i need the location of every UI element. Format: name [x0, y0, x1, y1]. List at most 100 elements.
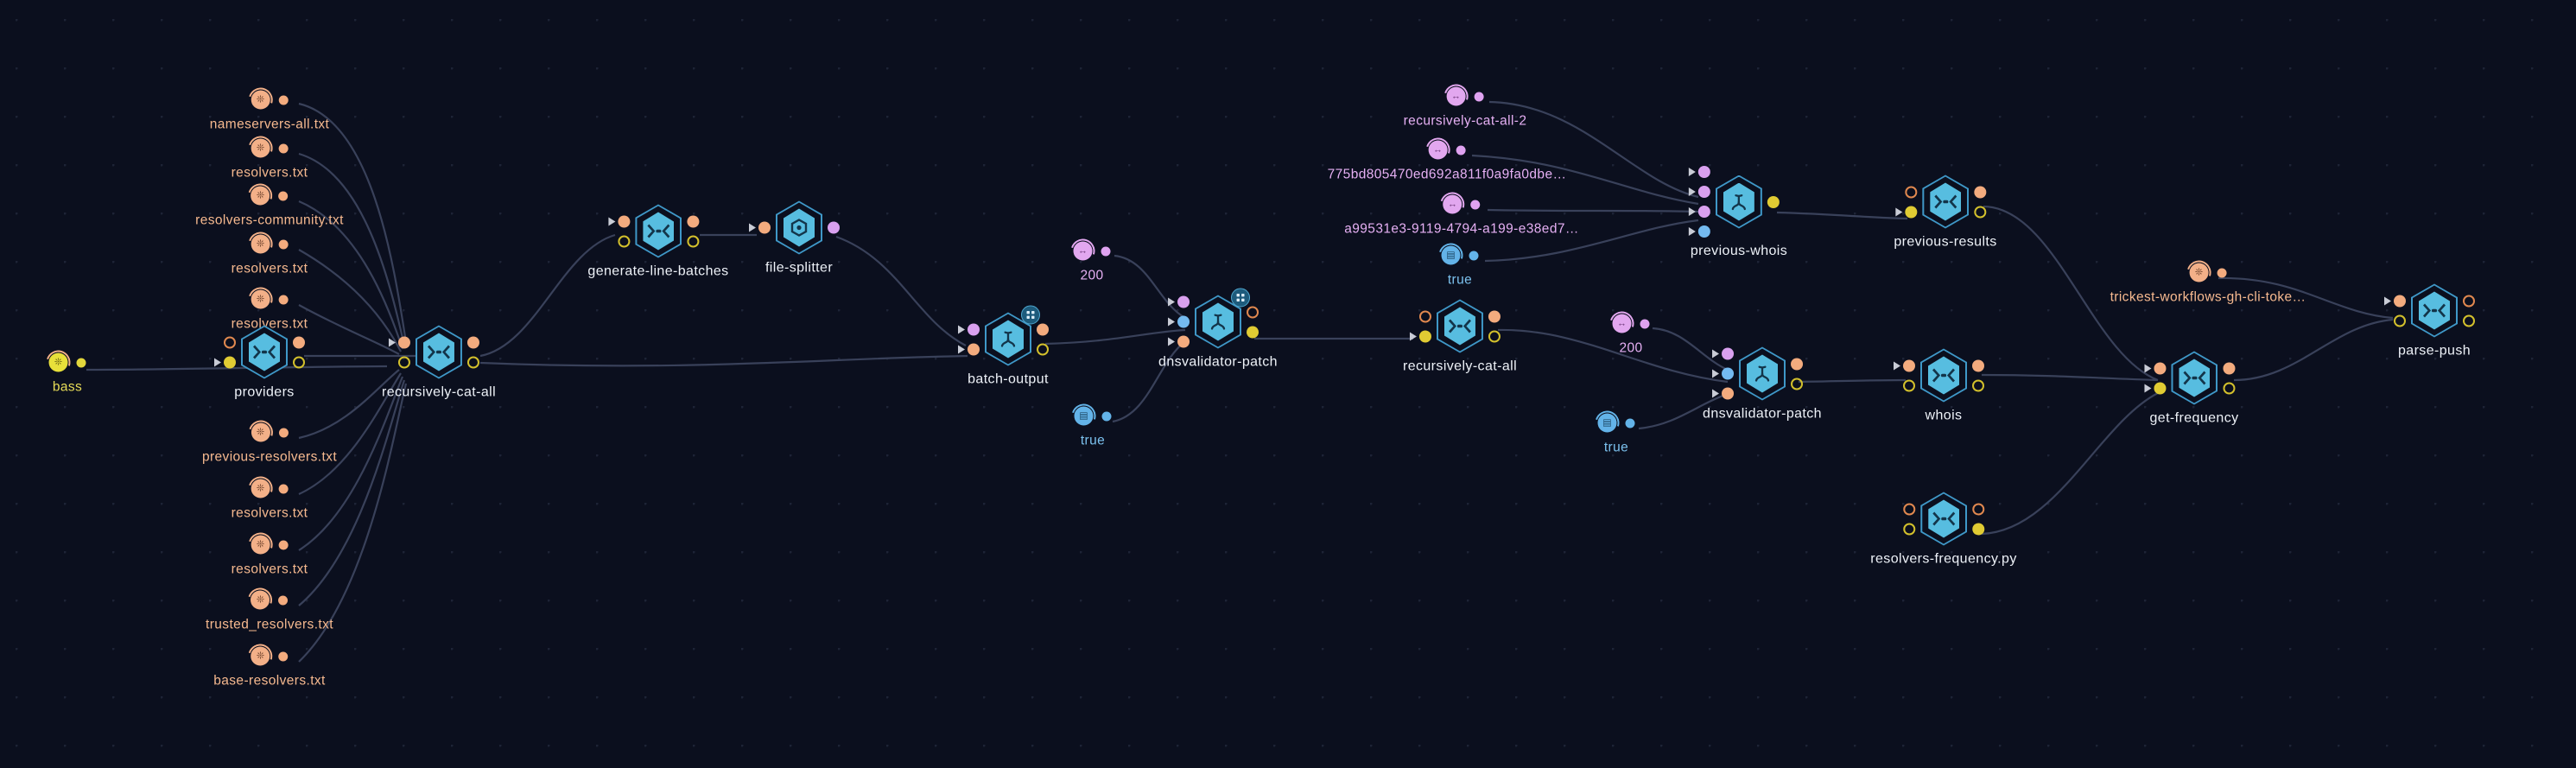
input-ports[interactable] [1905, 186, 1917, 218]
input-port-1[interactable] [758, 221, 771, 234]
output-port-2[interactable] [1974, 206, 1986, 218]
output-port-1[interactable] [828, 221, 840, 234]
output-port[interactable] [278, 651, 289, 661]
tool-node-dnsvalidator-patch-1[interactable]: dnsvalidator-patch [1158, 288, 1278, 371]
string-node-200-b[interactable]: ↔ 200 [1612, 313, 1650, 357]
input-port-2[interactable] [1698, 186, 1710, 198]
input-ports[interactable] [968, 323, 980, 355]
output-port-2[interactable] [1790, 378, 1803, 390]
input-ports[interactable] [1418, 310, 1431, 342]
output-port-2[interactable] [1972, 379, 1984, 391]
output-port[interactable] [1101, 411, 1112, 421]
input-port-2[interactable] [1903, 379, 1915, 391]
input-port-2[interactable] [2394, 314, 2406, 327]
tool-node-previous-results[interactable]: previous-results [1894, 175, 1996, 251]
file-node-resolvers-3[interactable]: ❊ resolvers.txt [232, 289, 308, 333]
input-ports[interactable] [758, 221, 771, 234]
output-port-2[interactable] [466, 356, 479, 368]
tool-node-dnsvalidator-patch-2[interactable]: dnsvalidator-patch [1703, 346, 1822, 422]
tool-node-previous-whois[interactable]: previous-whois [1691, 166, 1787, 259]
string-node-recursively-cat-all-2[interactable]: ↔ recursively-cat-all-2 [1404, 86, 1527, 130]
output-port-2[interactable] [2463, 314, 2475, 327]
output-port[interactable] [278, 239, 289, 249]
output-port[interactable] [278, 484, 289, 493]
output-ports[interactable] [686, 215, 699, 247]
output-port[interactable] [278, 595, 289, 605]
bool-node-true-a[interactable]: ▤ true [1074, 405, 1112, 449]
output-port-1[interactable] [1488, 310, 1501, 322]
input-ports[interactable] [1721, 347, 1734, 400]
input-port-1[interactable] [968, 323, 980, 335]
bool-node-true-b[interactable]: ▤ true [1597, 412, 1635, 456]
output-port-1[interactable] [293, 336, 305, 348]
file-node-resolvers-1[interactable]: ❊ resolvers.txt [232, 137, 308, 181]
string-node-hash-775[interactable]: ↔ 775bd805470ed692a811f0a9fa0dbe… [1328, 139, 1567, 183]
file-node-nameservers-all[interactable]: ❊ nameservers-all.txt [210, 89, 330, 133]
string-node-uuid-a99[interactable]: ↔ a99531e3-9119-4794-a199-e38ed7… [1344, 194, 1579, 238]
input-ports[interactable] [1903, 503, 1915, 535]
input-port-2[interactable] [224, 356, 236, 368]
tool-node-get-frequency[interactable]: get-frequency [2149, 351, 2238, 427]
bool-node-true-c[interactable]: ▤ true [1441, 244, 1479, 289]
output-port[interactable] [76, 358, 86, 367]
output-ports[interactable] [1488, 310, 1501, 342]
output-port[interactable] [278, 428, 289, 437]
output-port[interactable] [2217, 268, 2227, 277]
file-node-base-resolvers[interactable]: ❊ base-resolvers.txt [213, 645, 326, 689]
input-port-2[interactable] [1177, 315, 1190, 328]
input-port-1[interactable] [617, 215, 630, 227]
input-port-1[interactable] [2394, 295, 2406, 307]
output-port-1[interactable] [2463, 295, 2475, 307]
input-port-2[interactable] [2153, 382, 2166, 394]
output-port[interactable] [1474, 92, 1484, 101]
input-port-2[interactable] [1903, 523, 1915, 535]
output-port-1[interactable] [1790, 358, 1803, 370]
input-port-3[interactable] [1721, 387, 1734, 400]
output-port-2[interactable] [1972, 523, 1984, 535]
input-port-2[interactable] [617, 235, 630, 247]
output-port[interactable] [1625, 418, 1635, 428]
input-ports[interactable] [2153, 362, 2166, 394]
output-port[interactable] [1470, 200, 1481, 209]
output-port[interactable] [278, 95, 289, 105]
output-ports[interactable] [1246, 306, 1259, 338]
output-port-2[interactable] [1488, 330, 1501, 342]
input-port-2[interactable] [968, 343, 980, 355]
output-port[interactable] [1469, 251, 1479, 260]
output-port-1[interactable] [1972, 359, 1984, 371]
input-port-3[interactable] [1177, 335, 1190, 348]
output-ports[interactable] [828, 221, 840, 234]
tool-node-providers[interactable]: providers [224, 325, 305, 401]
input-port-1[interactable] [1177, 295, 1190, 308]
input-port-1[interactable] [1903, 359, 1915, 371]
file-node-previous-resolvers[interactable]: ❊ previous-resolvers.txt [202, 422, 337, 466]
output-port-1[interactable] [686, 215, 699, 227]
input-port-1[interactable] [224, 336, 236, 348]
output-ports[interactable] [1972, 503, 1984, 535]
output-ports[interactable] [1972, 359, 1984, 391]
input-ports[interactable] [397, 336, 410, 368]
output-ports[interactable] [2463, 295, 2475, 327]
input-port-2[interactable] [1905, 206, 1917, 218]
output-port-1[interactable] [1246, 306, 1259, 318]
file-node-trusted-resolvers[interactable]: ❊ trusted_resolvers.txt [206, 589, 333, 633]
output-port-2[interactable] [686, 235, 699, 247]
output-port-2[interactable] [1246, 326, 1259, 338]
tool-node-recursively-cat-all-2[interactable]: recursively-cat-all [1403, 299, 1517, 375]
input-port-1[interactable] [1905, 186, 1917, 198]
input-port-1[interactable] [1698, 166, 1710, 178]
output-port[interactable] [1101, 246, 1111, 256]
file-node-bass[interactable]: ❊ bass [48, 352, 86, 396]
tool-node-resolvers-frequency-py[interactable]: resolvers-frequency.py [1870, 492, 2016, 568]
input-port-1[interactable] [2153, 362, 2166, 374]
tool-node-parse-push[interactable]: parse-push [2394, 283, 2475, 359]
output-ports[interactable] [466, 336, 479, 368]
input-port-2[interactable] [1721, 367, 1734, 380]
output-port[interactable] [278, 143, 289, 153]
output-port-2[interactable] [293, 356, 305, 368]
grid-badge-icon[interactable] [1021, 305, 1040, 325]
input-port-1[interactable] [397, 336, 410, 348]
tool-node-file-splitter[interactable]: file-splitter [758, 200, 840, 276]
output-port-1[interactable] [2222, 362, 2235, 374]
